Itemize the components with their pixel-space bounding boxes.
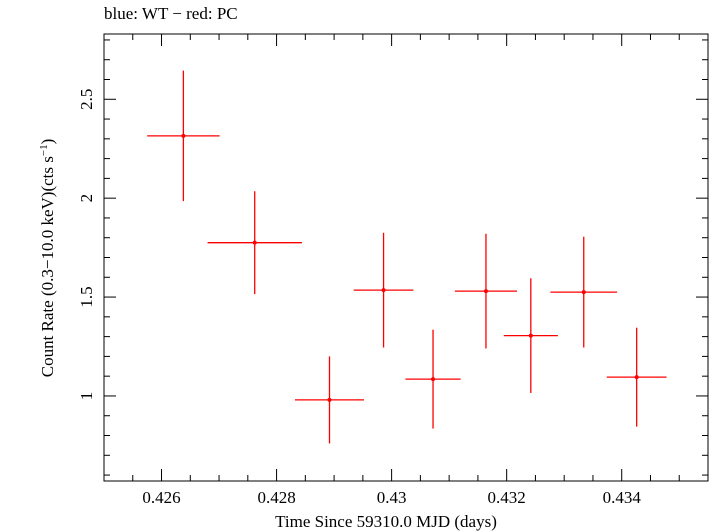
point-marker: [381, 288, 386, 293]
point-marker: [483, 289, 488, 294]
point-marker: [181, 133, 186, 138]
point-marker: [252, 240, 257, 245]
data-point: [207, 191, 302, 295]
x-tick-labels: 0.426 0.428 0.43 0.432 0.434: [142, 488, 641, 507]
point-marker: [327, 397, 332, 402]
point-marker: [431, 377, 436, 382]
data-point: [405, 329, 461, 429]
plot-frame: [103, 33, 709, 482]
chart-title: blue: WT − red: PC: [104, 4, 238, 23]
y-tick-label: 1: [77, 392, 96, 401]
data-point: [294, 356, 365, 444]
x-axis-label: Time Since 59310.0 MJD (days): [275, 512, 497, 531]
y-axis-label-close: ): [38, 139, 57, 145]
point-marker: [581, 290, 586, 295]
data-point: [353, 232, 414, 348]
x-tick-label: 0.43: [377, 488, 407, 507]
data-point: [454, 233, 518, 349]
data-point: [606, 327, 667, 427]
y-tick-label: 1.5: [77, 286, 96, 307]
x-tick-label: 0.426: [142, 488, 180, 507]
point-marker: [634, 375, 639, 380]
data-points: [147, 70, 667, 444]
x-tick-label: 0.434: [603, 488, 642, 507]
data-point: [503, 278, 558, 393]
y-tick-label: 2.5: [77, 89, 96, 110]
axis-ticks: [103, 34, 709, 481]
x-tick-label: 0.428: [257, 488, 295, 507]
y-tick-label: 2: [77, 194, 96, 203]
point-marker: [528, 333, 533, 338]
y-axis-label-main: Count Rate (0.3−10.0 keV)(cts s: [38, 156, 57, 377]
data-point: [147, 70, 220, 202]
data-point: [550, 236, 618, 348]
y-tick-labels: 1 1.5 2 2.5: [77, 89, 96, 401]
y-axis-label-superscript: −1: [38, 144, 50, 156]
y-axis-label: Count Rate (0.3−10.0 keV)(cts s−1): [38, 139, 57, 378]
x-tick-label: 0.432: [488, 488, 526, 507]
